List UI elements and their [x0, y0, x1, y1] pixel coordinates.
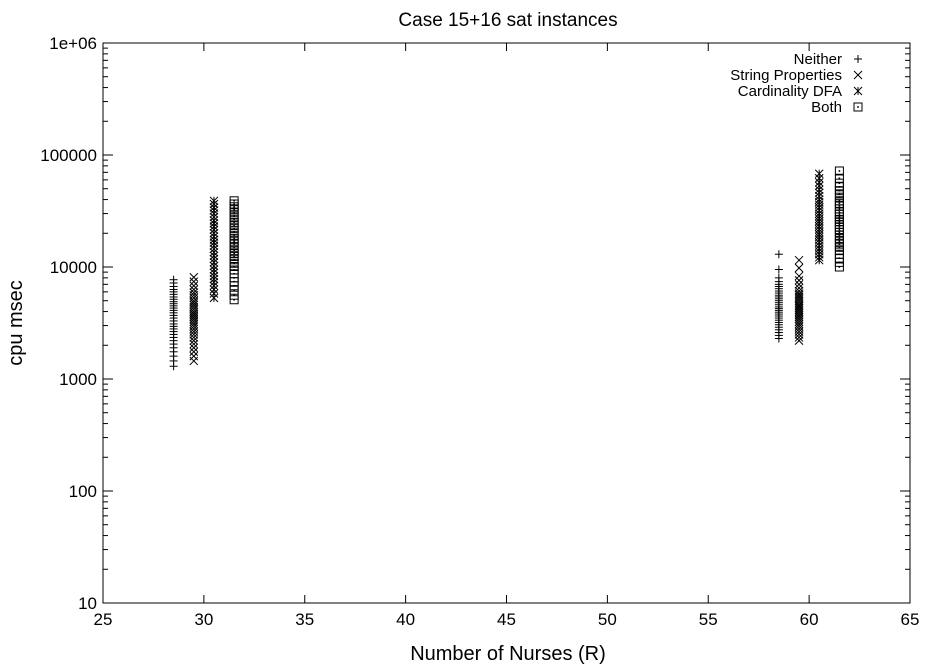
data-point	[834, 166, 844, 176]
x-tick-label: 50	[598, 610, 617, 629]
data-point	[774, 273, 783, 282]
data-point	[834, 262, 844, 272]
data-point	[229, 196, 239, 206]
x-tick-label: 35	[295, 610, 314, 629]
x-tick-label: 55	[699, 610, 718, 629]
data-point	[189, 356, 199, 366]
y-axis-title: cpu msec	[5, 280, 27, 366]
data-point	[229, 290, 239, 300]
data-point	[189, 277, 199, 286]
data-point	[189, 309, 199, 318]
data-point	[189, 343, 199, 353]
x-axis: 25 30 35 40 45 50 55 60 65	[94, 43, 920, 629]
x-axis-title: Number of Nurses (R)	[410, 643, 606, 665]
chart-title: Case 15+16 sat instances	[398, 10, 617, 31]
y-axis: 10 100 1000 10000 100000 1e+06	[40, 34, 910, 613]
y-tick-label: 1e+06	[49, 34, 97, 53]
data-point	[189, 272, 199, 282]
legend-label: String Properties	[730, 67, 842, 84]
y-tick-label: 1000	[59, 370, 97, 389]
legend-label: Both	[811, 99, 842, 116]
data-point	[189, 298, 199, 308]
data-point	[229, 295, 239, 305]
data-point	[794, 336, 804, 346]
series-cardinality-dfa	[209, 169, 824, 303]
series-both	[229, 166, 844, 305]
data-point	[794, 275, 804, 285]
data-points	[169, 166, 844, 371]
data-point	[189, 311, 199, 320]
y-tick-label: 10000	[50, 258, 97, 277]
legend-marker	[853, 102, 863, 112]
data-point	[189, 347, 199, 357]
data-point	[834, 173, 844, 183]
data-point	[794, 263, 804, 273]
data-point	[189, 315, 199, 324]
data-point	[794, 317, 804, 327]
data-point	[189, 302, 199, 312]
x-tick-label: 25	[94, 610, 113, 629]
legend-marker	[853, 70, 863, 80]
data-point	[794, 290, 804, 300]
data-point	[189, 336, 199, 346]
x-tick-label: 65	[901, 610, 920, 629]
data-point	[794, 279, 804, 289]
data-point	[189, 317, 199, 327]
x-tick-label: 60	[800, 610, 819, 629]
y-tick-label: 100000	[40, 146, 97, 165]
data-point	[794, 283, 804, 293]
data-point	[209, 196, 219, 206]
x-tick-label: 40	[396, 610, 415, 629]
data-point	[189, 300, 199, 310]
data-point	[834, 178, 844, 188]
series-string-properties	[189, 255, 804, 366]
data-point	[814, 169, 824, 179]
data-point	[794, 319, 804, 329]
data-point	[794, 271, 804, 281]
series-neither	[169, 250, 783, 371]
legend-marker	[854, 55, 862, 63]
x-tick-label: 30	[194, 610, 213, 629]
y-tick-label: 100	[69, 482, 97, 501]
data-point	[189, 339, 199, 349]
data-point	[189, 319, 199, 329]
data-point	[774, 265, 783, 274]
data-point	[794, 286, 804, 296]
data-point	[189, 351, 199, 361]
data-point	[189, 304, 199, 314]
legend-label: Cardinality DFA	[738, 83, 842, 100]
legend-label: Neither	[794, 51, 842, 68]
data-point	[189, 288, 199, 298]
x-tick-label: 45	[497, 610, 516, 629]
data-point	[169, 275, 178, 284]
plot-area-frame	[102, 42, 911, 604]
data-point	[774, 250, 783, 259]
legend-marker	[853, 86, 863, 96]
data-point	[794, 315, 804, 324]
data-point	[189, 281, 199, 291]
data-point	[794, 255, 804, 265]
data-point	[189, 285, 199, 294]
y-tick-label: 10	[78, 594, 97, 613]
